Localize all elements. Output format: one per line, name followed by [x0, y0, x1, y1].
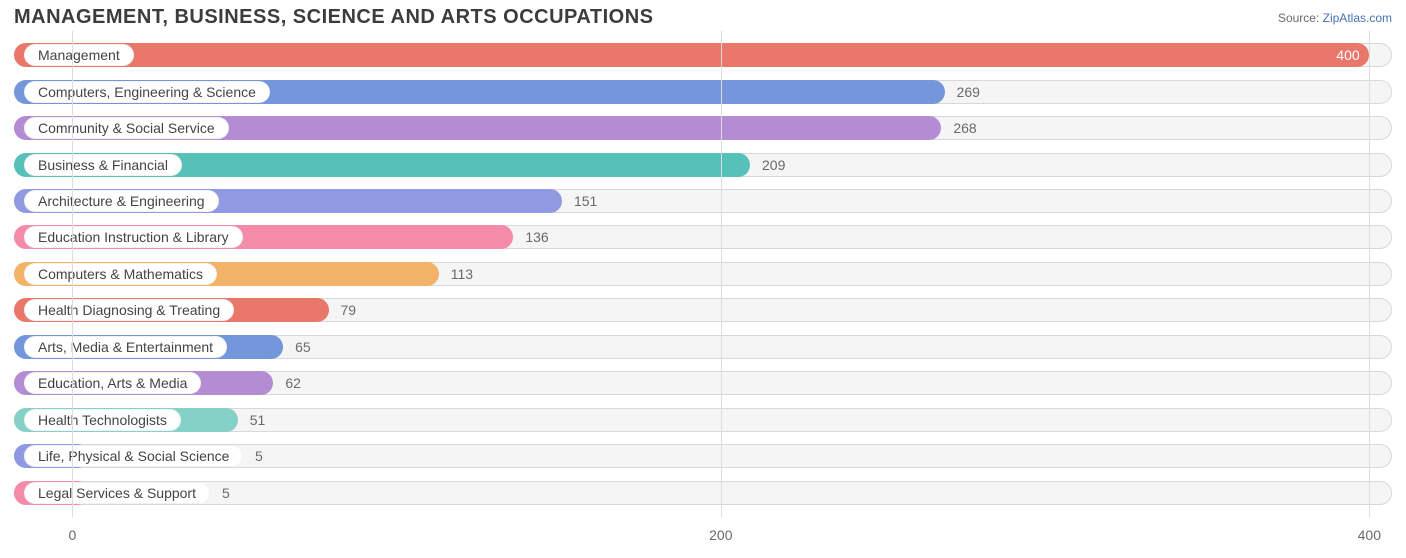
category-label: Computers & Mathematics — [24, 263, 217, 285]
value-label: 5 — [222, 485, 230, 501]
value-label: 51 — [250, 412, 266, 428]
bar-row: Business & Financial 209 — [14, 153, 1392, 177]
value-label: 268 — [953, 120, 976, 136]
value-label: 62 — [285, 375, 301, 391]
gridline — [1369, 31, 1370, 517]
category-label: Community & Social Service — [24, 117, 229, 139]
bar — [14, 43, 1369, 67]
category-label: Arts, Media & Entertainment — [24, 336, 227, 358]
category-label: Business & Financial — [24, 154, 182, 176]
value-label: 5 — [255, 448, 263, 464]
x-axis-label: 200 — [709, 527, 732, 543]
value-label: 400 — [1336, 47, 1359, 63]
value-label: 209 — [762, 157, 785, 173]
bar-track — [14, 481, 1392, 505]
category-label: Life, Physical & Social Science — [24, 445, 243, 467]
category-label: Education, Arts & Media — [24, 372, 201, 394]
bars-container: Management 400 Computers, Engineering & Sc… — [14, 37, 1392, 511]
category-label: Computers, Engineering & Science — [24, 81, 270, 103]
category-label: Education Instruction & Library — [24, 226, 243, 248]
bar-row: Education, Arts & Media 62 — [14, 371, 1392, 395]
chart-title: MANAGEMENT, BUSINESS, SCIENCE AND ARTS O… — [14, 6, 653, 29]
value-label: 65 — [295, 339, 311, 355]
bar-row: Legal Services & Support 5 — [14, 481, 1392, 505]
bar-row: Computers & Mathematics 113 — [14, 262, 1392, 286]
chart-source: Source: ZipAtlas.com — [1278, 11, 1392, 25]
bar-row: Health Diagnosing & Treating 79 — [14, 298, 1392, 322]
bar-row: Health Technologists 51 — [14, 408, 1392, 432]
bar-row: Computers, Engineering & Science 269 — [14, 80, 1392, 104]
x-axis-label: 400 — [1358, 527, 1381, 543]
value-label: 269 — [957, 84, 980, 100]
gridline — [72, 31, 73, 517]
bar-row: Management 400 — [14, 43, 1392, 67]
bar-row: Community & Social Service 268 — [14, 116, 1392, 140]
category-label: Legal Services & Support — [24, 482, 210, 504]
value-label: 113 — [451, 266, 473, 282]
category-label: Health Technologists — [24, 409, 181, 431]
value-label: 136 — [525, 229, 548, 245]
bar-row: Life, Physical & Social Science 5 — [14, 444, 1392, 468]
source-link: ZipAtlas.com — [1323, 11, 1392, 25]
bar-row: Arts, Media & Entertainment 65 — [14, 335, 1392, 359]
bar-row: Education Instruction & Library 136 — [14, 225, 1392, 249]
category-label: Management — [24, 44, 134, 66]
source-label: Source: — [1278, 11, 1319, 25]
category-label: Architecture & Engineering — [24, 190, 219, 212]
plot-area: Management 400 Computers, Engineering & Sc… — [14, 31, 1392, 517]
category-label: Health Diagnosing & Treating — [24, 299, 234, 321]
chart-header: MANAGEMENT, BUSINESS, SCIENCE AND ARTS O… — [0, 0, 1406, 31]
value-label: 151 — [574, 193, 597, 209]
x-axis-label: 0 — [68, 527, 76, 543]
chart-area: Management 400 Computers, Engineering & Sc… — [14, 31, 1392, 543]
gridline — [721, 31, 722, 517]
bar-row: Architecture & Engineering 151 — [14, 189, 1392, 213]
value-label: 79 — [341, 302, 357, 318]
